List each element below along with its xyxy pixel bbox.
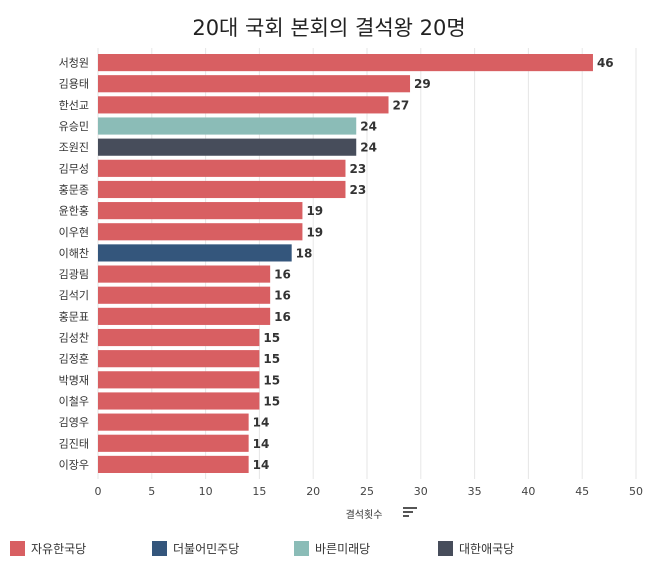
bar[interactable]: [98, 434, 249, 452]
x-axis-label: 결석횟수: [346, 509, 383, 521]
category-label: 박명재: [59, 374, 89, 387]
legend-swatch: [152, 541, 167, 556]
legend-label: 더불어민주당: [173, 542, 240, 556]
value-label: 23: [349, 162, 366, 176]
legend-item[interactable]: 더불어민주당: [152, 540, 239, 557]
bar[interactable]: [98, 223, 303, 241]
value-label: 24: [360, 141, 377, 155]
category-label: 김용태: [59, 78, 89, 91]
bar[interactable]: [98, 413, 249, 431]
x-tick-label: 5: [148, 485, 155, 498]
value-label: 27: [393, 98, 410, 112]
bar[interactable]: [98, 244, 292, 262]
legend-label: 자유한국당: [31, 542, 87, 556]
chart-title: 20대 국회 본회의 결석왕 20명: [192, 16, 466, 40]
value-label: 23: [349, 183, 366, 197]
value-label: 46: [597, 56, 614, 70]
legend-swatch: [294, 541, 309, 556]
bar[interactable]: [98, 75, 411, 93]
value-label: 29: [414, 77, 431, 91]
x-tick-label: 40: [521, 485, 535, 498]
value-labels: 46 29 27 24 24 23 23 19 19 18 16 16 16 15 15 15 15 14 14 14: [253, 56, 614, 472]
x-tick-label: 15: [252, 485, 266, 498]
category-label: 김성찬: [59, 331, 89, 345]
x-tick-label: 35: [468, 485, 482, 498]
legend-item[interactable]: 대한애국당: [438, 540, 514, 557]
category-label: 이우현: [59, 226, 89, 239]
category-label: 김정훈: [59, 353, 89, 366]
value-label: 16: [274, 310, 291, 324]
category-label: 유승민: [59, 120, 89, 133]
category-label: 이철우: [59, 395, 89, 408]
value-label: 14: [253, 458, 270, 472]
x-tick-label: 0: [95, 485, 102, 498]
legend-swatch: [438, 541, 453, 556]
bar[interactable]: [98, 286, 271, 304]
x-tick-label: 30: [414, 485, 428, 498]
value-label: 18: [296, 246, 313, 260]
category-label: 한선교: [59, 99, 89, 112]
category-label: 홍문표: [59, 309, 89, 323]
value-label: 16: [274, 268, 291, 282]
value-label: 15: [263, 352, 280, 366]
value-label: 15: [263, 373, 280, 387]
x-tick-label: 25: [360, 485, 374, 498]
category-label: 윤한홍: [59, 204, 89, 218]
category-label: 김무성: [59, 162, 89, 175]
value-label: 16: [274, 289, 291, 303]
bar[interactable]: [98, 392, 260, 410]
x-tick-label: 20: [306, 485, 320, 498]
bar[interactable]: [98, 159, 346, 177]
category-label: 서청원: [59, 57, 89, 70]
bar[interactable]: [98, 328, 260, 347]
bar[interactable]: [98, 371, 260, 389]
x-tick-label: 45: [575, 485, 589, 498]
x-tick-labels: 0 5 10 15 20 25 30 35 40 45 50: [95, 485, 644, 498]
legend: 자유한국당 더불어민주당 바른미래당 대한애국당: [10, 540, 650, 560]
category-label: 조원진: [59, 141, 89, 154]
legend-item[interactable]: 바른미래당: [294, 540, 370, 557]
bar-chart: 서청원김용태한선교유승민조원진김무성홍문종윤한홍이우현이해찬김광림김석기홍문표김…: [59, 48, 644, 521]
x-tick-label: 50: [629, 485, 643, 498]
bar[interactable]: [98, 54, 593, 72]
legend-label: 대한애국당: [459, 542, 515, 556]
value-label: 14: [253, 437, 270, 451]
category-label: 이장우: [59, 458, 89, 471]
value-label: 24: [360, 120, 377, 134]
bar[interactable]: [98, 180, 346, 199]
category-label: 홍문종: [59, 182, 89, 196]
bars: [98, 54, 593, 473]
bar[interactable]: [98, 138, 357, 156]
legend-swatch: [10, 541, 25, 556]
category-label: 김석기: [59, 289, 89, 302]
value-label: 15: [263, 331, 280, 345]
sort-descending-icon[interactable]: [403, 507, 417, 519]
legend-label: 바른미래당: [315, 542, 371, 556]
bar[interactable]: [98, 117, 357, 135]
bar[interactable]: [98, 96, 389, 114]
value-label: 15: [263, 394, 280, 408]
x-tick-label: 10: [199, 485, 213, 498]
category-label: 김영우: [59, 416, 89, 429]
bar[interactable]: [98, 350, 260, 368]
legend-item[interactable]: 자유한국당: [10, 540, 86, 557]
bar[interactable]: [98, 265, 271, 283]
category-labels: 서청원김용태한선교유승민조원진김무성홍문종윤한홍이우현이해찬김광림김석기홍문표김…: [59, 57, 89, 472]
bar[interactable]: [98, 455, 249, 473]
value-label: 19: [306, 204, 323, 218]
category-label: 이해찬: [59, 246, 89, 260]
value-label: 19: [306, 225, 323, 239]
category-label: 김진태: [59, 437, 89, 450]
category-label: 김광림: [59, 268, 89, 281]
bar[interactable]: [98, 307, 271, 325]
bar[interactable]: [98, 202, 303, 220]
value-label: 14: [253, 416, 270, 430]
